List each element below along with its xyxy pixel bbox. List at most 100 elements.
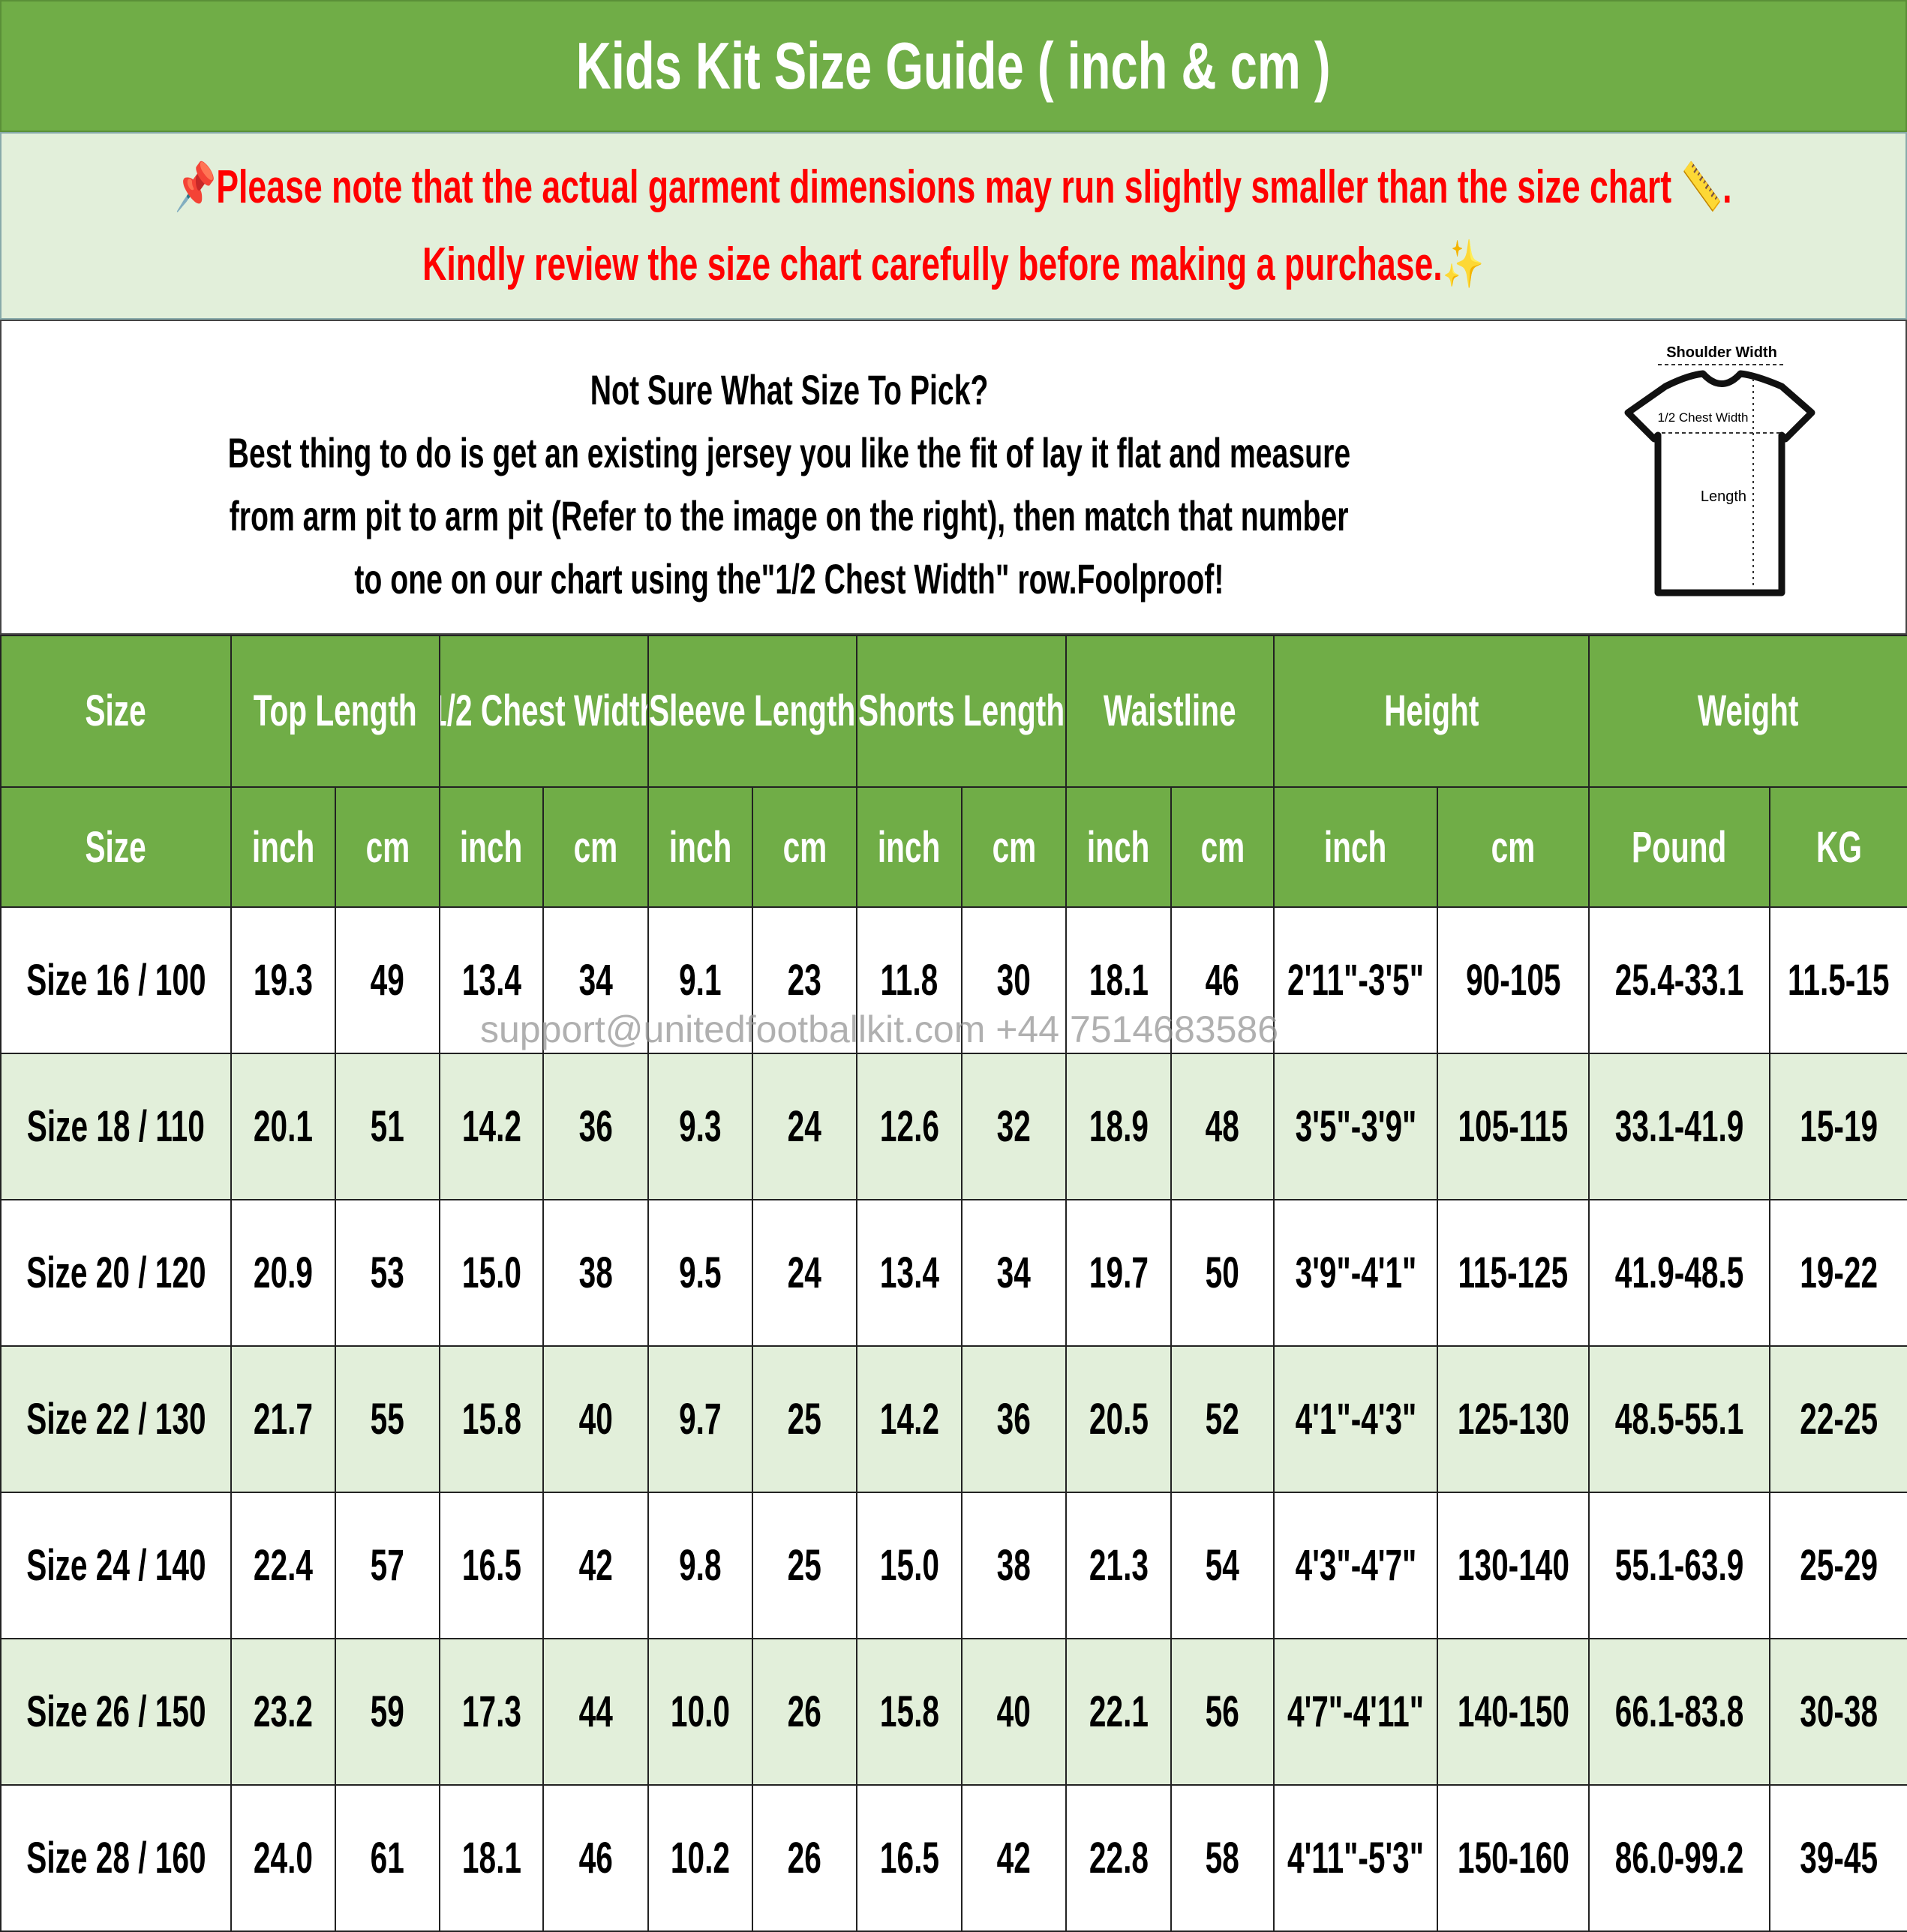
value-cell-box: 3'9"-4'1"	[1275, 1248, 1436, 1298]
unit-header: Pound	[1588, 786, 1771, 908]
value-cell-box: 15.0	[441, 1248, 542, 1298]
value-cell-box: 53	[337, 1248, 438, 1298]
value-cell-box: 22-25	[1771, 1394, 1906, 1444]
value-cell-box: 48	[1173, 1101, 1272, 1152]
value-cell-text: 21.7	[253, 1395, 314, 1444]
unit-header: KG	[1769, 786, 1907, 908]
value-cell-text: 15.0	[461, 1248, 521, 1297]
table-row: Size 28 / 160 24.0 61 18.1 46 10.2 26 16.5 42 22.…	[0, 1784, 1907, 1932]
value-cell-text: 4'1"-4'3"	[1295, 1395, 1416, 1444]
value-cell-text: 34	[578, 956, 613, 1005]
value-cell: 9.8	[647, 1492, 754, 1639]
value-cell: 32	[961, 1053, 1068, 1200]
notice-line-1-wrap: 📌Please note that the actual garment dim…	[175, 160, 1732, 215]
value-cell: 3'9"-4'1"	[1273, 1199, 1439, 1347]
value-cell: 58	[1170, 1784, 1275, 1932]
value-cell-box: 22.8	[1068, 1833, 1170, 1883]
value-cell-box: 46	[1173, 955, 1272, 1005]
value-cell-box: 22.4	[233, 1540, 334, 1591]
value-cell-box: 13.4	[858, 1248, 960, 1298]
value-cell: 105-115	[1437, 1053, 1590, 1200]
value-cell: 86.0-99.2	[1588, 1784, 1771, 1932]
value-cell-text: 13.4	[879, 1248, 939, 1297]
value-cell: 24	[752, 1053, 858, 1200]
notice-period: .	[1722, 161, 1732, 213]
value-cell: 14.2	[856, 1345, 963, 1493]
value-cell-box: 21.3	[1068, 1540, 1170, 1591]
value-cell-box: 4'7"-4'11"	[1275, 1687, 1436, 1737]
value-cell-box: 11.5-15	[1771, 955, 1906, 1005]
page-title-text: Kids Kit Size Guide ( inch & cm )	[576, 29, 1331, 103]
unit-header-text: inch	[460, 822, 523, 872]
size-cell-text: Size 18 / 110	[26, 1102, 206, 1151]
value-cell-text: 3'5"-3'9"	[1295, 1102, 1416, 1151]
value-cell: 55	[334, 1345, 441, 1493]
column-group-header-text: Height	[1383, 687, 1479, 735]
size-cell: Size 16 / 100	[0, 906, 232, 1054]
unit-header-text: cm	[365, 822, 410, 872]
value-cell-box: 38	[963, 1540, 1065, 1591]
value-cell: 15-19	[1769, 1053, 1907, 1200]
unit-header: inch	[230, 786, 336, 908]
table-row: Size 16 / 100 19.3 49 13.4 34 9.1 23 11.8 30 18.1…	[0, 906, 1907, 1054]
value-cell-text: 15.0	[879, 1541, 939, 1590]
value-cell-text: 9.3	[679, 1102, 722, 1151]
value-cell-box: 34	[963, 1248, 1065, 1298]
value-cell-box: 40	[963, 1687, 1065, 1737]
value-cell-box: 25.4-33.1	[1590, 955, 1768, 1005]
size-cell-text: Size 24 / 140	[26, 1541, 206, 1590]
value-cell-text: 9.5	[679, 1248, 722, 1297]
value-cell-box: 9.1	[650, 955, 751, 1005]
value-cell-box: 57	[337, 1540, 438, 1591]
column-group-header: Shorts Length	[856, 635, 1068, 788]
value-cell: 42	[542, 1492, 650, 1639]
value-cell-box: 4'1"-4'3"	[1275, 1394, 1436, 1444]
value-cell-text: 25	[787, 1541, 822, 1590]
size-cell-text: Size 26 / 150	[26, 1687, 206, 1736]
value-cell-box: 14.2	[441, 1101, 542, 1152]
value-cell: 10.2	[647, 1784, 754, 1932]
value-cell-text: 4'3"-4'7"	[1295, 1541, 1416, 1590]
value-cell-box: 86.0-99.2	[1590, 1833, 1768, 1883]
value-cell-text: 20.1	[253, 1102, 314, 1151]
value-cell-text: 86.0-99.2	[1614, 1834, 1744, 1882]
fit-advice-section: Not Sure What Size To Pick? Best thing t…	[0, 320, 1907, 635]
value-cell-text: 41.9-48.5	[1614, 1248, 1744, 1297]
value-cell-text: 15.8	[879, 1687, 939, 1736]
value-cell: 50	[1170, 1199, 1275, 1347]
advice-line-3: to one on our chart using the"1/2 Chest …	[354, 555, 1224, 602]
value-cell-box: 20.1	[233, 1101, 334, 1152]
unit-header-box: inch	[858, 822, 960, 873]
value-cell-text: 24	[787, 1248, 822, 1297]
value-cell-text: 46	[1205, 956, 1240, 1005]
value-cell-box: 66.1-83.8	[1590, 1687, 1768, 1737]
value-cell-text: 14.2	[879, 1395, 939, 1444]
value-cell-text: 105-115	[1458, 1102, 1569, 1151]
notice-line-2-wrap: Kindly review the size chart carefully b…	[422, 237, 1484, 292]
value-cell-box: 58	[1173, 1833, 1272, 1883]
value-cell-text: 38	[996, 1541, 1032, 1590]
value-cell: 21.3	[1065, 1492, 1173, 1639]
value-cell-text: 44	[578, 1687, 613, 1736]
unit-header-box: inch	[441, 822, 542, 873]
size-cell-box: Size 22 / 130	[2, 1394, 230, 1444]
value-cell-box: 39-45	[1771, 1833, 1906, 1883]
value-cell: 34	[542, 906, 650, 1054]
value-cell-text: 46	[578, 1834, 613, 1882]
column-group-header: Sleeve Length	[647, 635, 858, 788]
value-cell-box: 105-115	[1439, 1101, 1587, 1152]
unit-header-text: cm	[573, 822, 618, 872]
unit-header-text: Pound	[1632, 822, 1727, 872]
value-cell: 19.7	[1065, 1199, 1173, 1347]
value-cell: 54	[1170, 1492, 1275, 1639]
unit-header: cm	[542, 786, 650, 908]
table-row: Size 18 / 110 20.1 51 14.2 36 9.3 24 12.6 32 18.9…	[0, 1053, 1907, 1200]
value-cell-text: 21.3	[1089, 1541, 1149, 1590]
value-cell-box: 48.5-55.1	[1590, 1394, 1768, 1444]
size-table: Size Top Length 1/2 Chest Width Sleeve Leng…	[0, 635, 1907, 1932]
value-cell: 140-150	[1437, 1638, 1590, 1786]
value-cell-text: 25	[787, 1395, 822, 1444]
unit-header: inch	[856, 786, 963, 908]
value-cell-text: 11.8	[880, 956, 938, 1005]
value-cell: 34	[961, 1199, 1068, 1347]
